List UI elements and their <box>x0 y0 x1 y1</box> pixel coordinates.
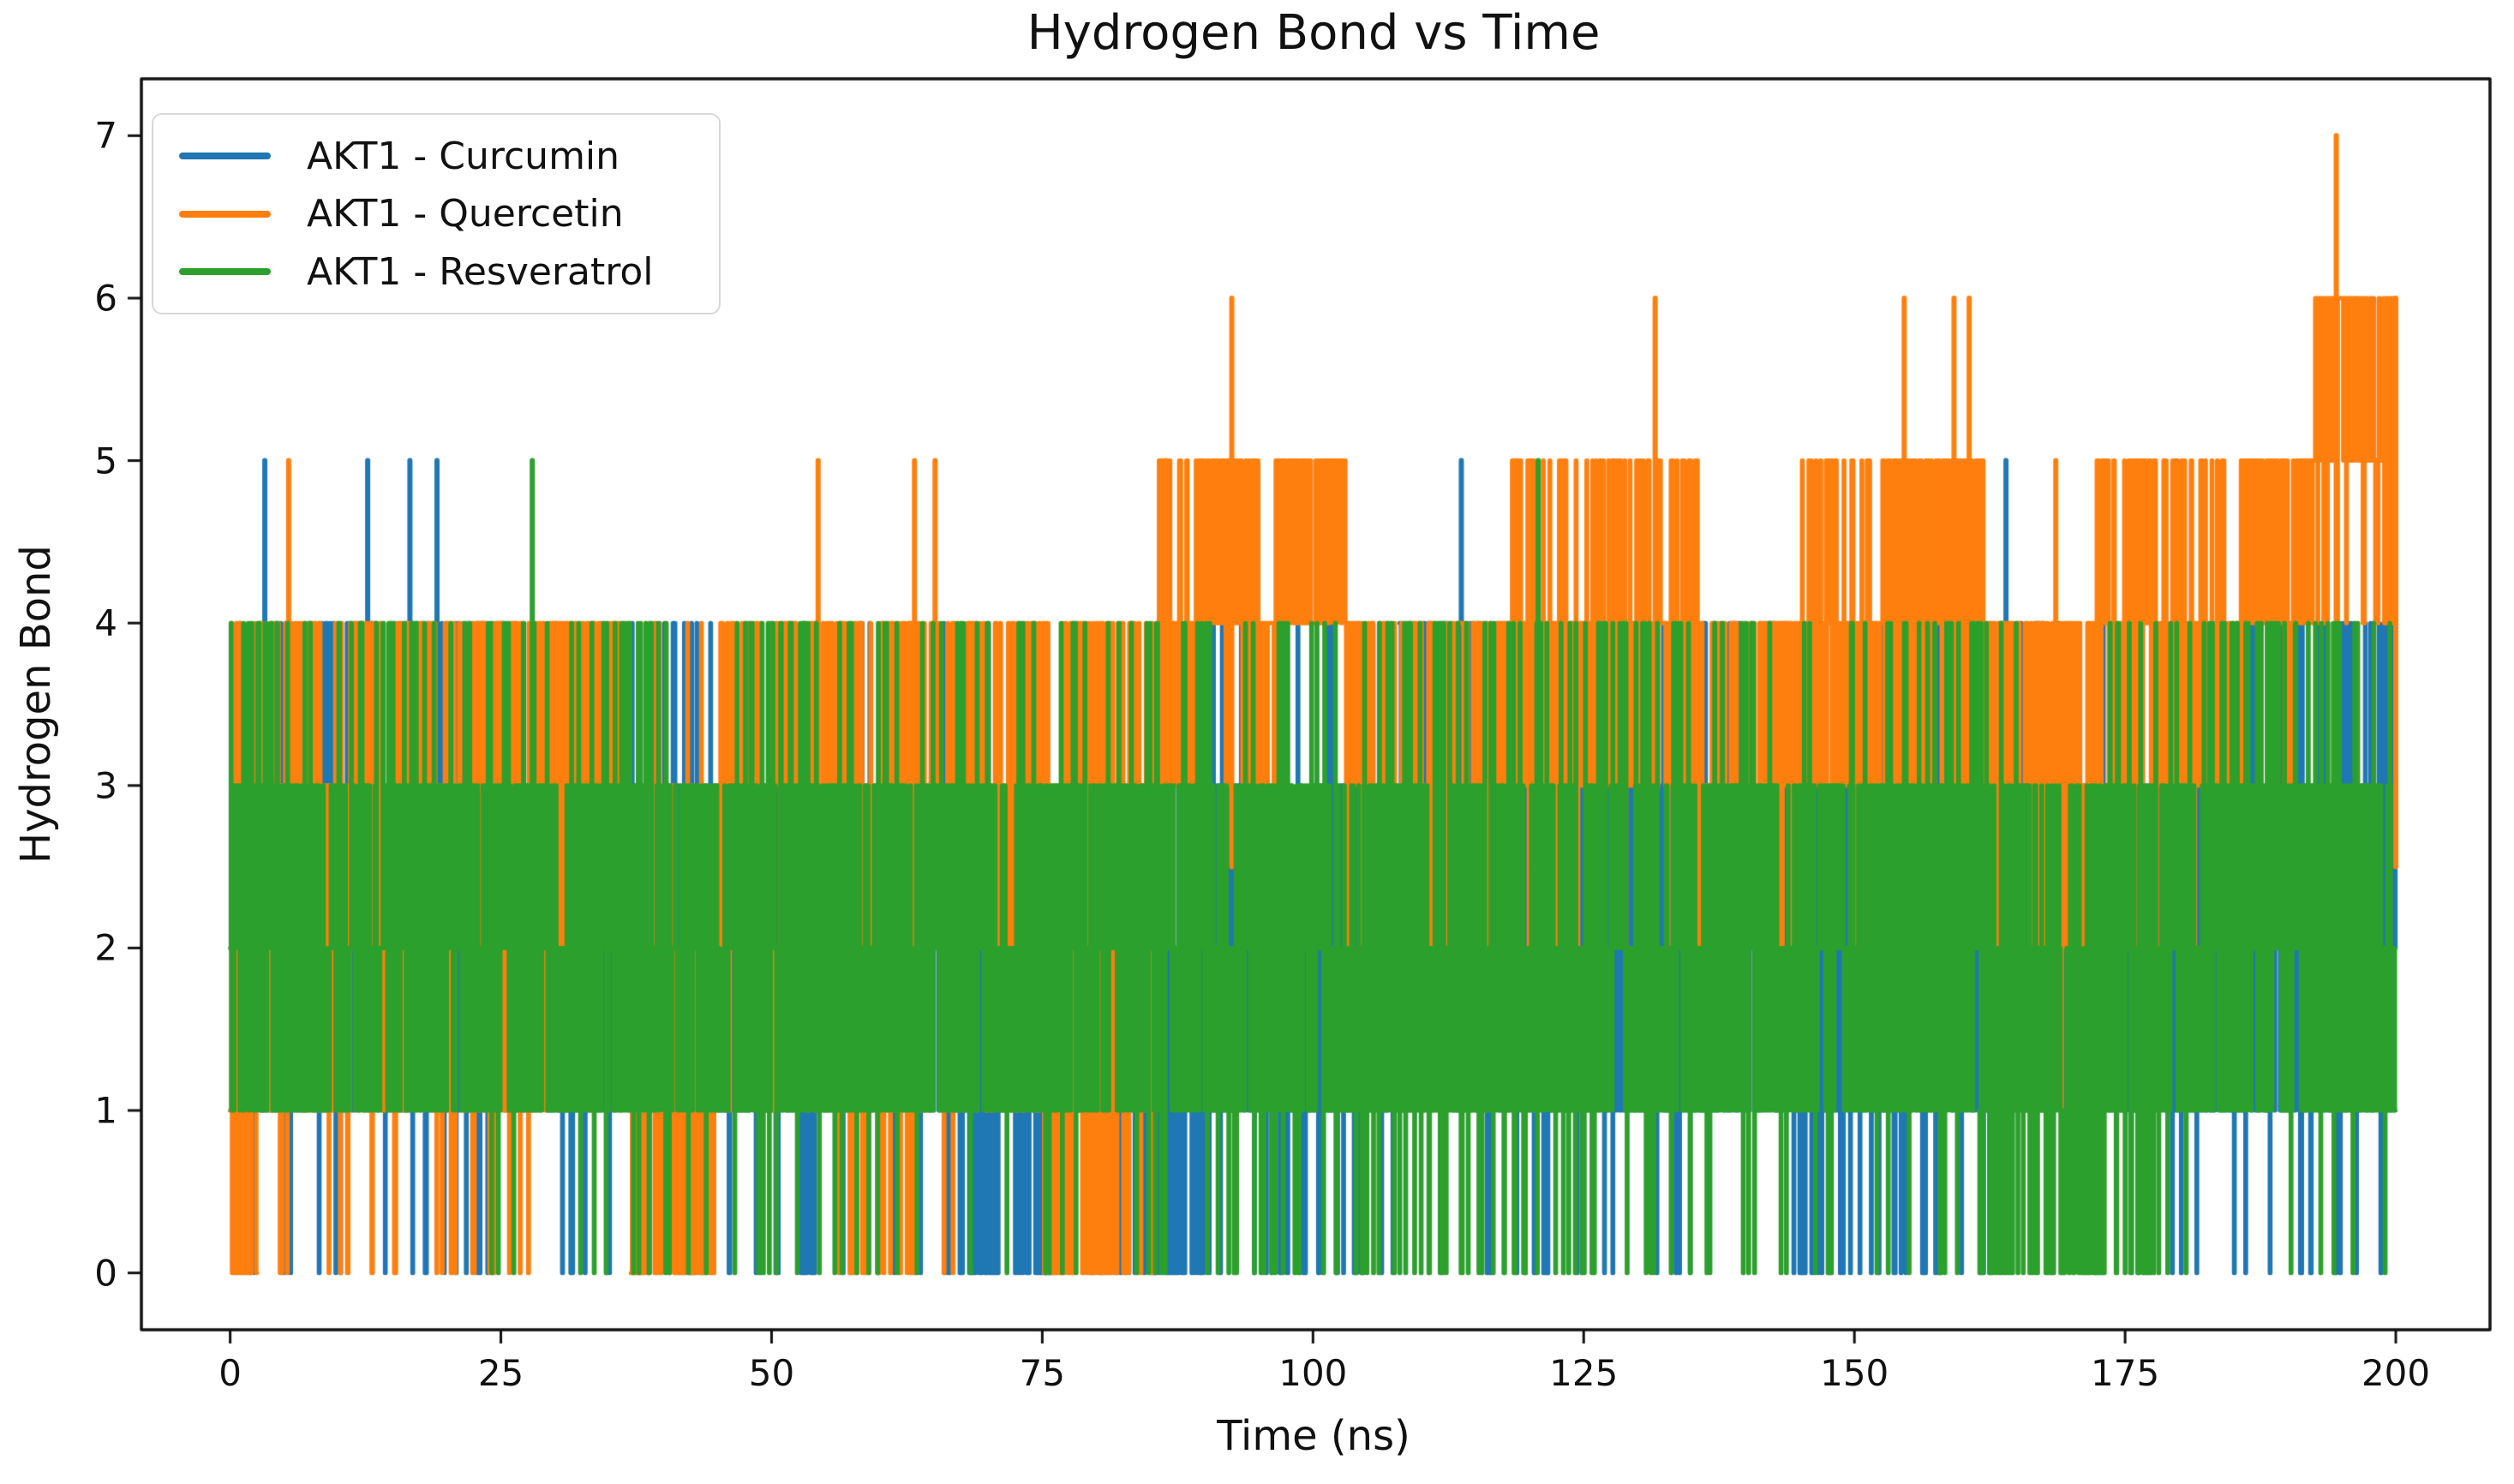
x-tick-label: 150 <box>1820 1352 1889 1394</box>
curcumin-line-swatch <box>179 153 271 159</box>
x-tick-label: 50 <box>748 1352 795 1394</box>
x-tick-label: 0 <box>218 1352 242 1394</box>
x-tick-label: 200 <box>2361 1352 2431 1394</box>
x-tick-label: 25 <box>477 1352 524 1394</box>
y-tick-label: 0 <box>94 1252 117 1295</box>
legend: AKT1 - Curcumin AKT1 - Quercetin AKT1 - … <box>152 113 721 314</box>
y-tick-label: 1 <box>94 1089 117 1132</box>
legend-item-quercetin: AKT1 - Quercetin <box>153 192 719 236</box>
y-tick-label: 4 <box>94 601 117 644</box>
legend-item-resveratrol: AKT1 - Resveratrol <box>153 250 719 294</box>
y-tick-label: 2 <box>94 926 117 969</box>
y-axis-label: Hydrogen Bond <box>12 545 60 864</box>
y-tick-label: 6 <box>94 277 117 320</box>
y-tick-label: 5 <box>94 440 117 482</box>
legend-item-curcumin: AKT1 - Curcumin <box>153 135 719 178</box>
x-tick-label: 100 <box>1278 1352 1348 1394</box>
y-tick-label: 3 <box>94 764 117 807</box>
x-tick-label: 175 <box>2091 1352 2160 1394</box>
quercetin-line-swatch <box>179 210 271 218</box>
y-tick-label: 7 <box>94 114 117 157</box>
chart-title: Hydrogen Bond vs Time <box>1027 5 1601 61</box>
legend-label: AKT1 - Quercetin <box>307 192 624 236</box>
x-tick-label: 125 <box>1549 1352 1619 1394</box>
resveratrol-line-swatch <box>179 268 271 275</box>
legend-label: AKT1 - Curcumin <box>307 134 620 178</box>
legend-label: AKT1 - Resveratrol <box>307 249 654 294</box>
x-axis-label: Time (ns) <box>1217 1412 1410 1460</box>
x-tick-label: 75 <box>1019 1352 1066 1394</box>
